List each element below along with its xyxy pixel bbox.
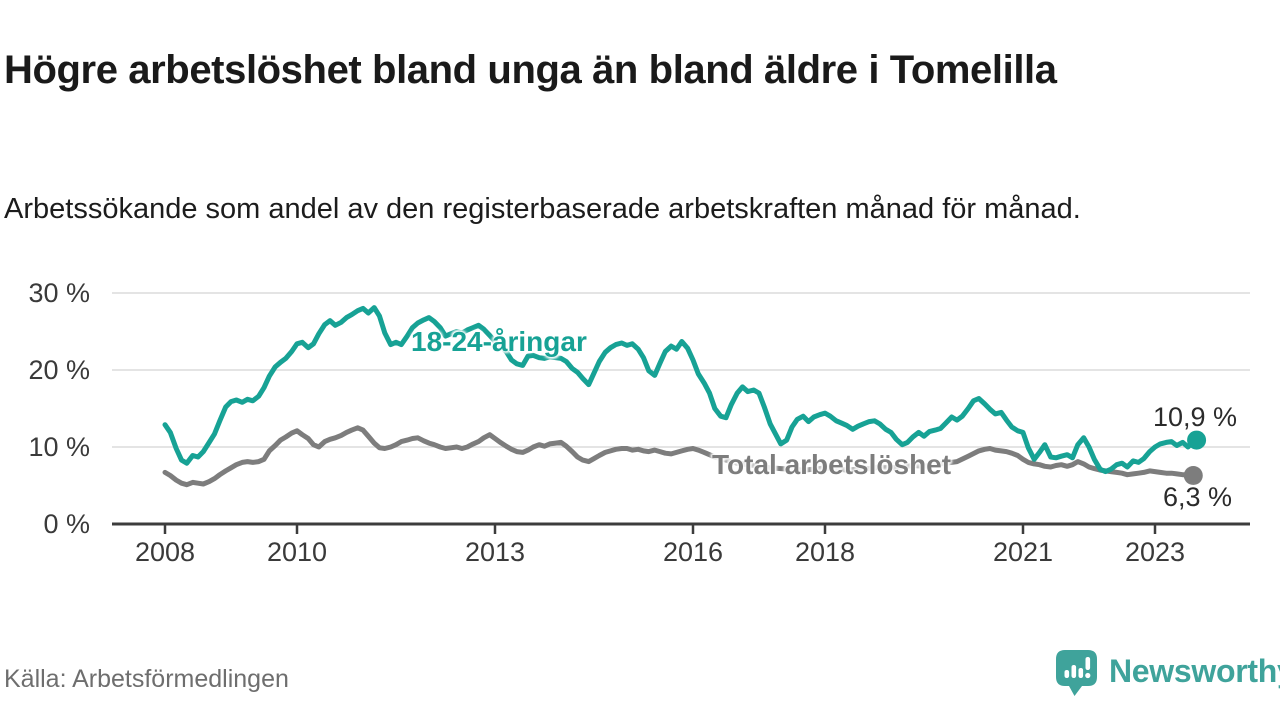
x-tick-label: 2010 <box>266 537 328 567</box>
total-end-dot <box>1183 465 1203 485</box>
end-value-label-total: 6,3 % <box>1162 482 1232 512</box>
end-value-label-youth: 10,9 % <box>1152 402 1237 432</box>
x-tick-label: 2016 <box>662 537 724 567</box>
y-tick-label: 0 % <box>43 509 90 539</box>
youth-line <box>162 305 1200 475</box>
bar-chart-speech-bubble-icon <box>1054 648 1099 702</box>
x-tick-label: 2021 <box>992 537 1054 567</box>
youth-end-dot <box>1187 430 1207 450</box>
y-tick-label: 10 % <box>28 432 90 462</box>
y-tick-label: 30 % <box>28 278 90 308</box>
brand-name: Newsworthy <box>1109 653 1280 689</box>
source-note: Källa: Arbetsförmedlingen <box>4 665 289 693</box>
x-tick-label: 2018 <box>794 537 856 567</box>
x-tick-label: 2013 <box>464 537 526 567</box>
y-tick-label: 20 % <box>28 355 90 385</box>
chart-subtitle: Arbetssökande som andel av den registerb… <box>4 193 1081 225</box>
page-title: Högre arbetslöshet bland unga än bland ä… <box>4 47 1057 92</box>
total-line <box>162 425 1196 488</box>
series-label-youth: 18-24-åringar <box>411 326 587 357</box>
x-tick-label: 2023 <box>1124 537 1186 567</box>
brand-logo: Newsworthy <box>1054 648 1280 702</box>
x-tick-label: 2008 <box>134 537 196 567</box>
series-label-total: Total arbetslöshet <box>712 449 952 480</box>
